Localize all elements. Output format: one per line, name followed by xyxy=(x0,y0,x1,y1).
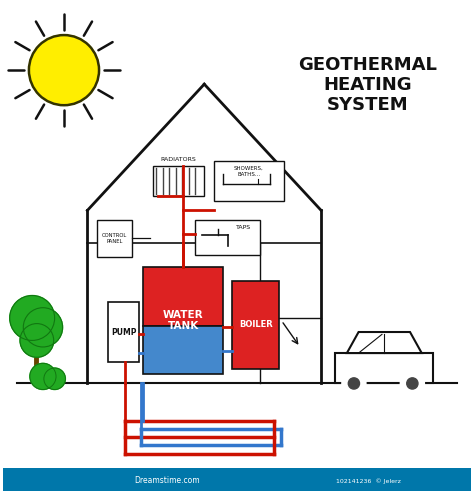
Text: CONTROL
PANEL: CONTROL PANEL xyxy=(101,233,127,244)
Circle shape xyxy=(44,368,65,389)
Bar xyxy=(144,267,223,326)
Bar xyxy=(3,467,471,491)
Text: RADIATORS: RADIATORS xyxy=(161,157,196,162)
Bar xyxy=(195,220,260,255)
Text: TAPS: TAPS xyxy=(237,225,252,230)
Text: 102141236  © Jelerz: 102141236 © Jelerz xyxy=(336,478,401,484)
Bar xyxy=(335,353,433,383)
Circle shape xyxy=(23,308,63,347)
Circle shape xyxy=(348,378,359,389)
Circle shape xyxy=(401,372,424,395)
Text: SHOWERS,
BATHS...: SHOWERS, BATHS... xyxy=(234,166,264,177)
Text: GEOTHERMAL
HEATING
SYSTEM: GEOTHERMAL HEATING SYSTEM xyxy=(299,56,438,114)
Bar xyxy=(97,220,132,257)
Bar xyxy=(109,301,139,362)
Text: Dreamstime.com: Dreamstime.com xyxy=(134,476,200,485)
Bar xyxy=(144,326,223,374)
Circle shape xyxy=(10,296,55,340)
Circle shape xyxy=(20,324,54,357)
Bar xyxy=(214,162,284,201)
Circle shape xyxy=(407,378,418,389)
Circle shape xyxy=(30,363,56,389)
Bar xyxy=(232,280,279,369)
Text: WATER
TANK: WATER TANK xyxy=(163,309,203,331)
Circle shape xyxy=(342,372,365,395)
Circle shape xyxy=(29,35,99,105)
Bar xyxy=(153,166,204,196)
Text: PUMP: PUMP xyxy=(111,327,137,336)
Text: BOILER: BOILER xyxy=(239,321,273,329)
Polygon shape xyxy=(347,332,422,353)
